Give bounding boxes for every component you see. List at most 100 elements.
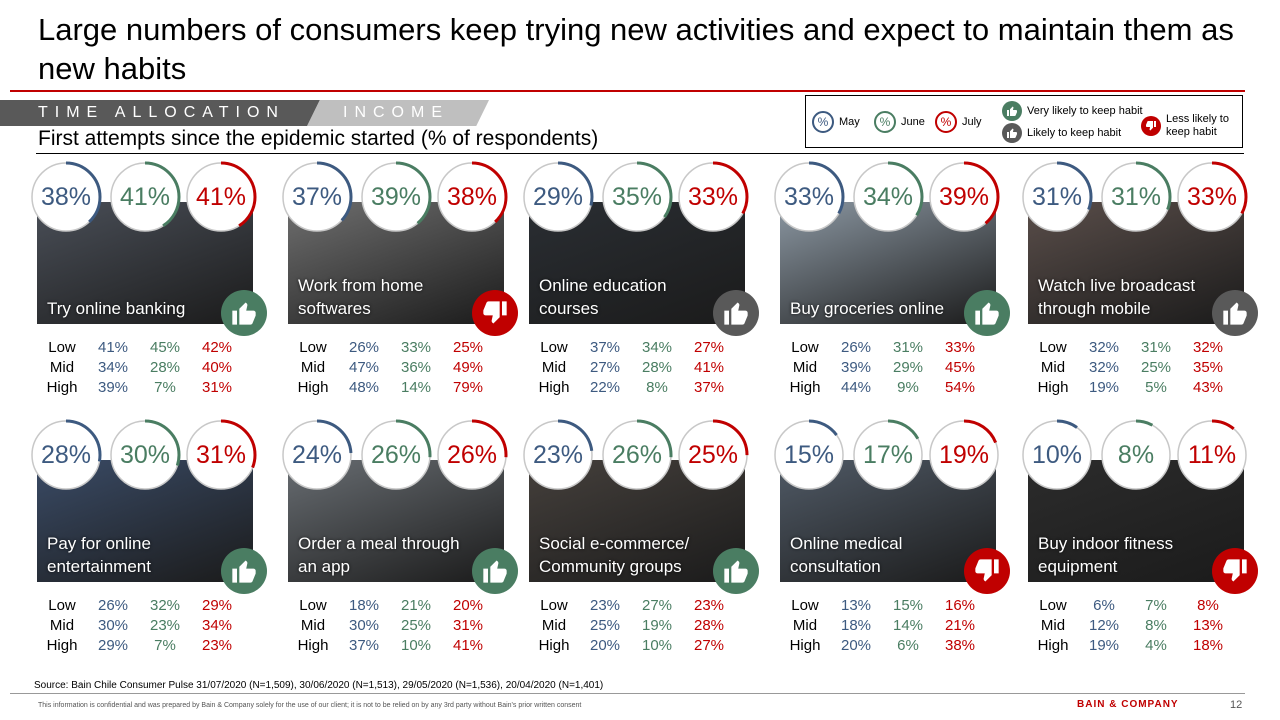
legend-likely-label: Likely to keep habit xyxy=(1027,127,1122,139)
income-level-label: High xyxy=(297,637,329,654)
income-level-label: Mid xyxy=(300,617,326,634)
percent-circle-jun: 35% xyxy=(600,160,674,234)
percent-circle-jul: 41% xyxy=(184,160,258,234)
thumbs-up-icon xyxy=(964,290,1010,336)
cell-value-jun: 29% xyxy=(892,359,924,376)
legend-july-circle: % xyxy=(935,111,957,133)
page-number: 12 xyxy=(1230,699,1243,711)
income-level-label: High xyxy=(538,379,570,396)
cell-value-jul: 42% xyxy=(201,339,233,356)
table-row: Low 37% 34% 27% xyxy=(529,338,759,358)
percent-arc xyxy=(281,419,353,491)
headline-value-may: 10% xyxy=(1031,440,1083,469)
cell-value-jun: 25% xyxy=(1140,359,1172,376)
subtitle-divider xyxy=(36,153,1244,154)
headline-value-may: 29% xyxy=(532,182,584,211)
cell-value-jun: 10% xyxy=(641,637,673,654)
percent-circle-may: 38% xyxy=(29,160,103,234)
income-level-label: Mid xyxy=(49,617,75,634)
percent-circle-jun: 41% xyxy=(108,160,182,234)
thumbs-down-icon xyxy=(1141,116,1161,136)
percent-arc xyxy=(436,161,508,233)
activity-label: Pay for online entertainment xyxy=(47,534,151,576)
cell-value-jul: 16% xyxy=(944,597,976,614)
cell-value-may: 12% xyxy=(1088,617,1120,634)
cell-value-may: 13% xyxy=(840,597,872,614)
cell-value-may: 26% xyxy=(840,339,872,356)
percent-circle-jul: 11% xyxy=(1175,418,1249,492)
cell-value-may: 22% xyxy=(589,379,621,396)
income-level-label: Low xyxy=(48,339,76,356)
income-level-label: Low xyxy=(299,339,327,356)
cell-value-jun: 19% xyxy=(641,617,673,634)
cell-value-jun: 9% xyxy=(897,379,919,396)
activity-label: Watch live broadcast through mobile xyxy=(1038,276,1196,318)
percent-circle-may: 28% xyxy=(29,418,103,492)
table-row: Mid 39% 29% 45% xyxy=(780,358,1010,378)
cell-value-may: 25% xyxy=(589,617,621,634)
income-level-label: Low xyxy=(1039,597,1067,614)
thumbs-up-icon xyxy=(472,548,518,594)
headline-value-may: 31% xyxy=(1031,182,1083,211)
table-row: High 44% 9% 54% xyxy=(780,378,1010,398)
cell-value-may: 23% xyxy=(589,597,621,614)
tab-income[interactable]: INCOME xyxy=(307,100,489,126)
income-level-label: High xyxy=(789,637,821,654)
headline-value-jul: 38% xyxy=(446,182,498,211)
headline-circles: 29% 35% 33% xyxy=(521,158,761,238)
activity-label: Try online banking xyxy=(47,299,186,318)
percent-circle-jul: 33% xyxy=(676,160,750,234)
percent-circle-may: 31% xyxy=(1020,160,1094,234)
cell-value-jun: 45% xyxy=(149,339,181,356)
cell-value-jul: 25% xyxy=(452,339,484,356)
cell-value-may: 37% xyxy=(589,339,621,356)
thumbs-up-icon xyxy=(713,290,759,336)
cell-value-may: 20% xyxy=(589,637,621,654)
cell-value-jun: 32% xyxy=(149,597,181,614)
activity-card: Watch live broadcast through mobile 31% 31… xyxy=(1020,158,1260,403)
cell-value-may: 48% xyxy=(348,379,380,396)
tab-time-allocation[interactable]: TIME ALLOCATION xyxy=(0,100,320,126)
percent-circle-jun: 17% xyxy=(851,418,925,492)
cell-value-may: 41% xyxy=(97,339,129,356)
percent-circle-jul: 39% xyxy=(927,160,1001,234)
cell-value-may: 37% xyxy=(348,637,380,654)
percent-arc xyxy=(30,161,102,233)
income-level-label: Low xyxy=(48,597,76,614)
activity-label: Buy indoor fitness equipment xyxy=(1038,534,1174,576)
income-level-label: Mid xyxy=(1040,617,1066,634)
cell-value-jul: 23% xyxy=(201,637,233,654)
income-breakdown: Low 26% 32% 29% Mid 30% 23% 34% High 29% 7% 23% xyxy=(37,596,267,656)
income-breakdown: Low 26% 31% 33% Mid 39% 29% 45% High 44% 9% 54% xyxy=(780,338,1010,398)
activity-card: Social e-commerce/ Community groups 23% 26… xyxy=(521,416,761,661)
headline-value-jul: 33% xyxy=(1186,182,1238,211)
table-row: Mid 18% 14% 21% xyxy=(780,616,1010,636)
headline-value-jun: 30% xyxy=(119,440,171,469)
income-level-label: Low xyxy=(540,339,568,356)
cell-value-jul: 43% xyxy=(1192,379,1224,396)
table-row: Mid 32% 25% 35% xyxy=(1028,358,1258,378)
cell-value-jun: 21% xyxy=(400,597,432,614)
activity-label: Online education courses xyxy=(539,276,667,318)
percent-arc xyxy=(773,161,845,233)
cell-value-jun: 4% xyxy=(1145,637,1167,654)
table-row: Mid 25% 19% 28% xyxy=(529,616,759,636)
percent-arc xyxy=(928,419,1000,491)
cell-value-may: 27% xyxy=(589,359,621,376)
cell-value-jul: 31% xyxy=(452,617,484,634)
cell-value-jul: 20% xyxy=(452,597,484,614)
legend-june: % June xyxy=(874,111,925,133)
percent-circle-jul: 26% xyxy=(435,418,509,492)
percent-circle-jun: 26% xyxy=(359,418,433,492)
headline-value-may: 33% xyxy=(783,182,835,211)
activity-card: Online education courses 29% 35% 33% Low 37% 3… xyxy=(521,158,761,403)
legend-june-circle: % xyxy=(874,111,896,133)
cell-value-jun: 6% xyxy=(897,637,919,654)
cell-value-jul: 45% xyxy=(944,359,976,376)
legend-likely: Likely to keep habit xyxy=(1002,123,1121,143)
thumbs-up-icon xyxy=(1002,101,1022,121)
cell-value-jun: 14% xyxy=(400,379,432,396)
percent-arc xyxy=(109,419,181,491)
headline-value-jul: 39% xyxy=(938,182,990,211)
percent-circle-jun: 31% xyxy=(1099,160,1173,234)
